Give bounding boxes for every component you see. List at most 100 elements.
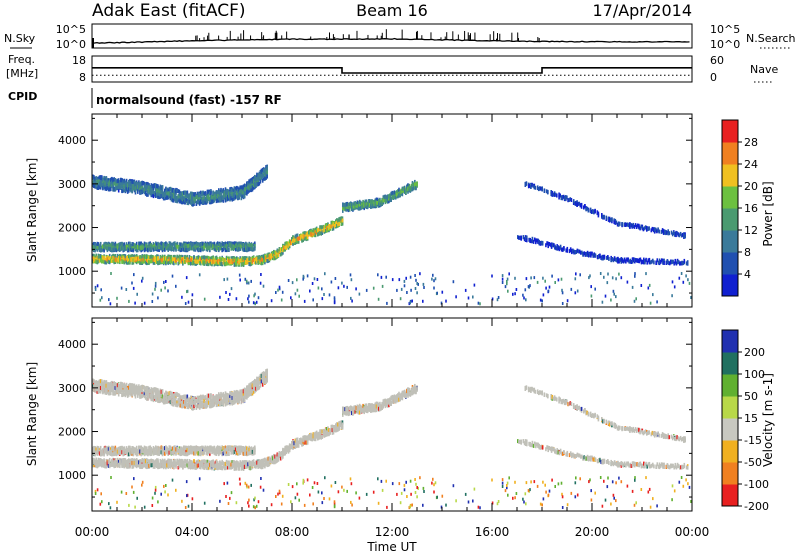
power-cell	[337, 222, 339, 227]
power-cell	[682, 232, 684, 237]
power-cell	[170, 197, 173, 202]
power-cell	[201, 192, 203, 197]
power-cell	[93, 184, 95, 188]
power-cell	[111, 180, 113, 185]
power-cell	[312, 228, 315, 233]
power-cell	[182, 192, 184, 197]
frequency-panel: Freq. [MHz] 18 8 60 0 Nave	[6, 53, 778, 84]
power-speckle	[417, 282, 419, 286]
power-cell	[142, 187, 145, 192]
power-cell	[251, 245, 254, 250]
power-cell	[101, 259, 103, 264]
power-speckle	[239, 278, 241, 282]
power-cell	[175, 257, 177, 262]
power-cell	[101, 182, 103, 187]
power-speckle	[539, 298, 542, 302]
power-speckle	[259, 281, 262, 285]
power-cell	[108, 260, 111, 265]
power-speckle	[541, 299, 543, 303]
power-cell	[165, 261, 167, 266]
power-cell	[562, 194, 565, 199]
power-cell	[562, 247, 564, 252]
power-cell	[628, 259, 630, 264]
power-cell	[371, 204, 373, 209]
power-cell	[157, 185, 159, 190]
power-cell	[586, 252, 589, 257]
power-cell	[116, 243, 119, 248]
power-speckle	[350, 278, 353, 282]
power-cell	[213, 194, 216, 199]
power-speckle	[678, 276, 681, 280]
power-cell	[195, 245, 198, 250]
power-cell	[382, 200, 385, 205]
power-cell	[617, 259, 619, 264]
power-cell	[524, 236, 527, 241]
power-speckle	[561, 288, 563, 292]
power-cell	[293, 237, 295, 242]
power-speckle	[246, 281, 248, 285]
power-cell	[131, 254, 133, 259]
power-cell	[126, 247, 129, 252]
nave-right-tick-bottom: 0	[710, 71, 717, 84]
power-cell	[151, 245, 154, 250]
power-cell	[340, 221, 343, 226]
power-cell	[605, 255, 608, 260]
power-cell	[183, 190, 185, 195]
power-cell	[649, 260, 652, 265]
power-cell	[171, 246, 174, 251]
velocity-cell	[160, 461, 163, 466]
power-cell	[294, 234, 297, 239]
velocity-cell	[99, 462, 102, 467]
power-cell	[197, 200, 200, 205]
power-speckle	[477, 301, 480, 305]
power-cell	[169, 186, 172, 191]
power-cell	[97, 242, 100, 247]
power-cell	[133, 244, 136, 249]
power-cell	[403, 185, 406, 190]
power-cell	[543, 189, 546, 193]
power-cell	[133, 180, 136, 185]
power-cell	[238, 190, 240, 195]
power-cell	[178, 242, 181, 247]
power-cell	[658, 259, 661, 264]
power-cell	[134, 185, 137, 190]
power-cell	[214, 194, 217, 199]
power-cell	[317, 232, 319, 237]
power-cell	[139, 186, 141, 191]
power-cell	[108, 243, 111, 248]
velocity-cell	[111, 462, 113, 467]
power-cell	[112, 253, 114, 258]
power-cell	[219, 256, 221, 261]
power-cell	[131, 179, 133, 184]
power-cell	[665, 261, 668, 265]
power-cell	[153, 191, 156, 196]
power-cell	[188, 199, 191, 204]
power-cell	[158, 189, 160, 194]
power-cell	[655, 261, 657, 265]
power-cell	[156, 256, 158, 261]
power-cell	[538, 187, 540, 192]
power-cell	[228, 241, 230, 246]
power-cell	[189, 197, 192, 202]
power-cell	[603, 254, 606, 259]
power-cell	[276, 254, 279, 259]
power-cell	[96, 180, 99, 185]
power-cell	[598, 254, 600, 259]
velocity-cell	[104, 464, 106, 469]
power-cell	[332, 226, 335, 231]
power-speckle	[533, 276, 536, 280]
velocity-cell	[130, 461, 132, 466]
power-cell	[531, 239, 534, 244]
power-cell	[529, 237, 531, 242]
power-cell	[405, 189, 407, 194]
power-cell	[232, 257, 235, 262]
power-cell	[212, 195, 214, 200]
power-cell	[191, 193, 193, 198]
power-cell	[252, 183, 255, 187]
power-speckle	[391, 278, 394, 282]
power-cell	[104, 186, 106, 191]
power-cell	[223, 190, 226, 195]
power-cell	[207, 189, 210, 194]
power-cell	[218, 193, 220, 198]
power-cell	[207, 245, 210, 250]
